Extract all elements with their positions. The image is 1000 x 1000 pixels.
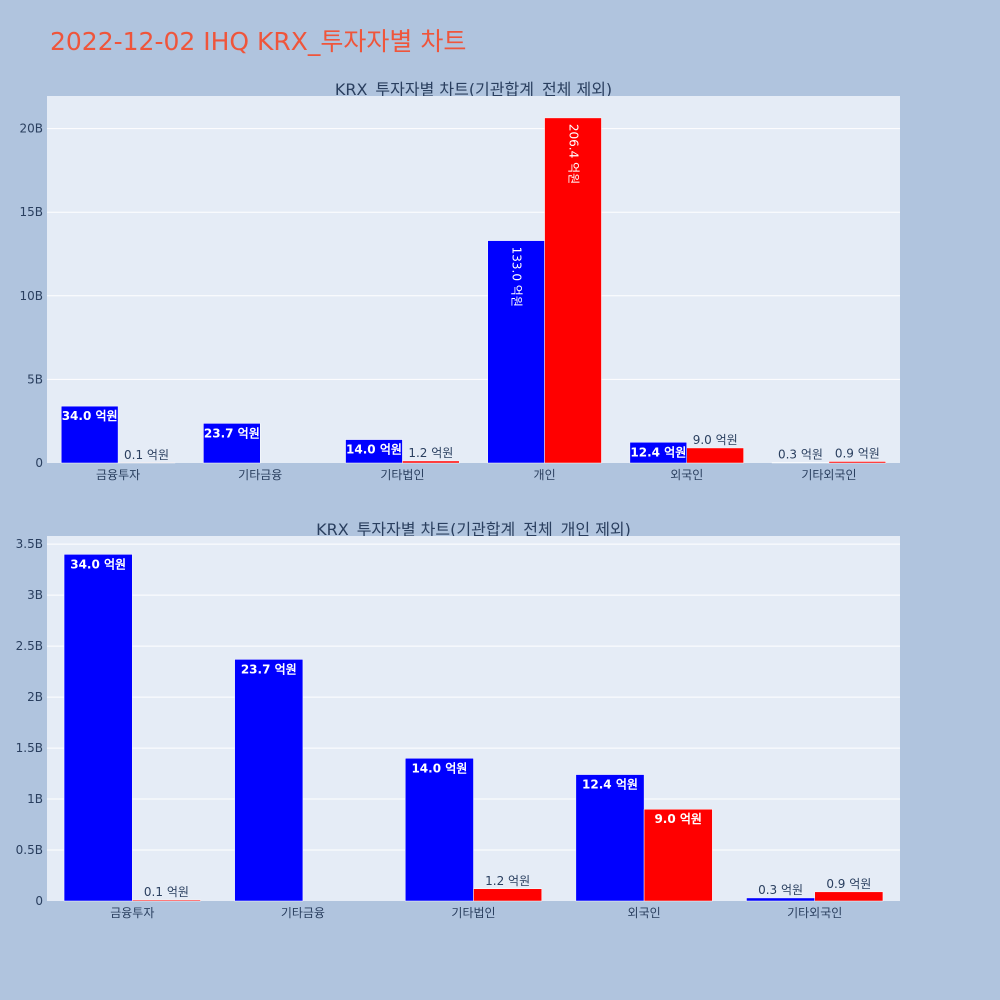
data-label: 0.9 억원 bbox=[826, 877, 871, 891]
data-label: 206.4 억원 bbox=[567, 124, 581, 184]
x-tick-label: 기타법인 bbox=[380, 468, 424, 482]
data-label: 12.4 억원 bbox=[630, 445, 686, 459]
y-tick-label: 1B bbox=[27, 792, 43, 806]
bar-blue-4 bbox=[746, 897, 815, 902]
data-label: 23.7 억원 bbox=[204, 426, 260, 440]
bar-red-5 bbox=[828, 461, 887, 464]
data-label: 14.0 억원 bbox=[411, 761, 467, 775]
x-tick-label: 기타외국인 bbox=[801, 468, 856, 482]
data-label: 0.3 억원 bbox=[778, 447, 823, 461]
bar-blue-3 bbox=[487, 240, 545, 464]
x-tick-label: 개인 bbox=[534, 468, 556, 482]
x-tick-label: 금융투자 bbox=[96, 468, 140, 482]
bar-red-3 bbox=[643, 808, 713, 902]
data-label: 9.0 억원 bbox=[654, 812, 702, 826]
bar-blue-1 bbox=[203, 423, 261, 464]
y-tick-label: 2.5B bbox=[16, 639, 43, 653]
x-tick-label: 금융투자 bbox=[110, 906, 154, 920]
bar-red-3 bbox=[544, 117, 602, 464]
plot-area bbox=[47, 96, 900, 463]
y-tick-label: 15B bbox=[19, 205, 43, 219]
y-tick-label: 20B bbox=[19, 122, 43, 136]
y-tick-label: 2B bbox=[27, 690, 43, 704]
bar-blue-0 bbox=[60, 405, 119, 464]
y-tick-label: 3.5B bbox=[16, 537, 43, 551]
data-label: 12.4 억원 bbox=[582, 778, 638, 792]
data-label: 9.0 억원 bbox=[693, 433, 738, 447]
bar-blue-3 bbox=[575, 774, 645, 902]
data-label: 14.0 억원 bbox=[346, 443, 402, 457]
data-label: 1.2 억원 bbox=[485, 874, 530, 888]
chart-investor-all: KRX_투자자별 차트(기관합계_전체 제외) 0 5B 10B 15B 20B 34.0 … bbox=[19, 80, 900, 482]
bar-red-4 bbox=[814, 891, 884, 902]
y-tick-label: 0.5B bbox=[16, 843, 43, 857]
bar-blue-5 bbox=[771, 462, 830, 464]
data-label: 1.2 억원 bbox=[408, 446, 453, 460]
y-tick-label: 1.5B bbox=[16, 741, 43, 755]
data-label: 0.1 억원 bbox=[124, 448, 169, 462]
x-tick-label: 기타금융 bbox=[238, 468, 282, 482]
data-label: 34.0 억원 bbox=[62, 409, 118, 423]
y-tick-label: 3B bbox=[27, 588, 43, 602]
bar-red-4 bbox=[686, 447, 744, 464]
x-tick-label: 외국인 bbox=[670, 468, 703, 482]
y-tick-label: 0 bbox=[35, 894, 43, 908]
page-title: 2022-12-02 IHQ KRX_투자자별 차트 bbox=[50, 27, 467, 56]
bar-blue-1 bbox=[234, 659, 304, 902]
bar-red-2 bbox=[473, 888, 542, 902]
chart-title: KRX_투자자별 차트(기관합계_전체 제외) bbox=[335, 80, 612, 100]
data-label: 0.1 억원 bbox=[144, 885, 189, 899]
bar-blue-2 bbox=[405, 758, 474, 902]
bar-blue-0 bbox=[63, 554, 133, 902]
x-tick-label: 외국인 bbox=[628, 906, 661, 920]
bar-blue-2 bbox=[345, 439, 403, 464]
chart-title: KRX_투자자별 차트(기관합계_전체_개인 제외) bbox=[316, 520, 631, 540]
x-tick-label: 기타외국인 bbox=[787, 906, 842, 920]
x-tick-label: 기타법인 bbox=[451, 906, 495, 920]
data-label: 133.0 억원 bbox=[510, 247, 524, 307]
chart-investor-excl-individual: KRX_투자자별 차트(기관합계_전체_개인 제외) 0 0.5B 1B 1.5B 2B 2… bbox=[16, 520, 900, 920]
data-label: 34.0 억원 bbox=[70, 557, 126, 571]
bar-red-2 bbox=[402, 460, 460, 464]
x-tick-label: 기타금융 bbox=[281, 906, 325, 920]
bar-red-0 bbox=[132, 899, 201, 902]
y-tick-label: 10B bbox=[19, 289, 43, 303]
data-label: 23.7 억원 bbox=[241, 662, 297, 676]
data-label: 0.9 억원 bbox=[835, 446, 880, 460]
y-tick-label: 5B bbox=[27, 372, 43, 386]
y-tick-label: 0 bbox=[35, 456, 43, 470]
data-label: 0.3 억원 bbox=[758, 883, 803, 897]
